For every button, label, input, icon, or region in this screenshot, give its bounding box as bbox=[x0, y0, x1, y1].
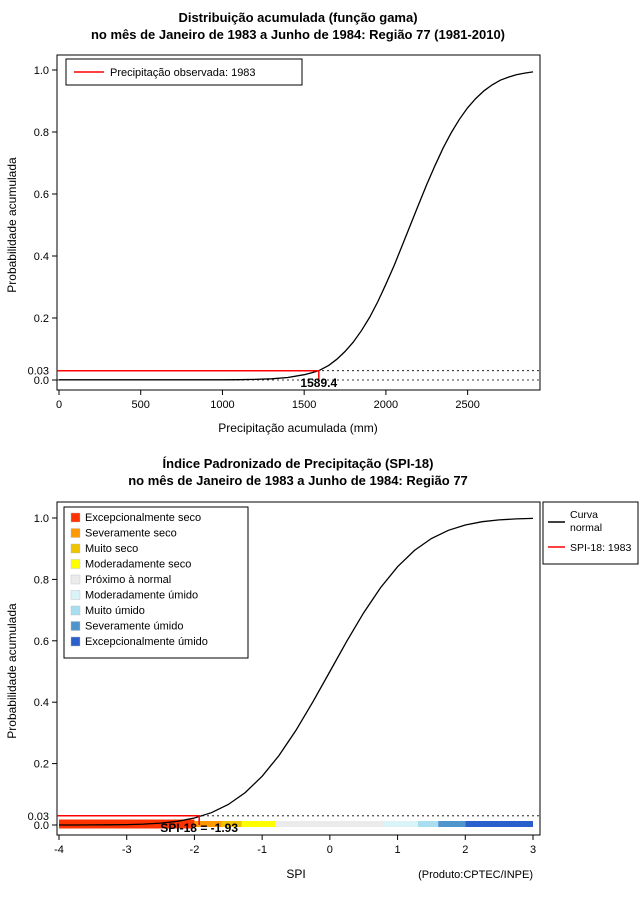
spi-category-segment bbox=[241, 821, 276, 827]
legend-category-label: Muito seco bbox=[85, 543, 138, 555]
chart1-title: Distribuição acumulada (função gama) bbox=[178, 10, 417, 25]
chart1-plot-area: 0 500 1000 1500 2000 2500 0.0 0.2 0.4 0.6 0.8 1.0 0.… bbox=[28, 54, 541, 411]
legend-swatch bbox=[70, 512, 81, 523]
legend-curve-label-line2: normal bbox=[570, 522, 602, 534]
chart-spi-cumulative-distribution: Índice Padronizado de Precipitação (SPI-… bbox=[5, 456, 639, 881]
chart1-y-axis-label: Probabilidade acumulada bbox=[5, 157, 19, 293]
legend-swatch bbox=[70, 559, 81, 569]
y-tick-label: 0.6 bbox=[34, 636, 49, 648]
x-tick-label: 1500 bbox=[292, 399, 316, 411]
y-tick-label: 0.2 bbox=[34, 759, 49, 771]
observed-value-line bbox=[57, 369, 320, 380]
plot-frame bbox=[56, 501, 541, 836]
chart2-title: Índice Padronizado de Precipitação (SPI-… bbox=[163, 456, 434, 471]
legend-box bbox=[542, 501, 639, 565]
cdf-curve bbox=[59, 71, 534, 381]
legend-swatch bbox=[70, 543, 81, 554]
legend-category-label: Próximo à normal bbox=[85, 574, 171, 586]
legend-swatch bbox=[70, 528, 81, 538]
x-tick-label: 2 bbox=[462, 844, 468, 856]
spi-category-segment bbox=[384, 821, 418, 827]
spi-category-segment bbox=[275, 821, 385, 827]
legend-category-label: Muito úmido bbox=[85, 605, 145, 617]
y-tick-label: 0.6 bbox=[34, 189, 49, 201]
observed-value-line bbox=[57, 815, 200, 825]
observed-value-label: SPI-18 = -1.93 bbox=[160, 821, 238, 835]
spi-category-segment bbox=[194, 821, 222, 827]
legend-category-label: Moderadamente seco bbox=[85, 559, 191, 571]
legend-swatch bbox=[70, 605, 81, 616]
legend-swatch bbox=[70, 636, 81, 647]
legend-box bbox=[65, 58, 303, 86]
x-tick-label: -1 bbox=[257, 844, 267, 856]
chart-gamma-cumulative-distribution: Distribuição acumulada (função gama) no … bbox=[5, 10, 541, 435]
cdf-curve bbox=[59, 517, 534, 826]
x-tick-label: 500 bbox=[132, 399, 150, 411]
chart2-x-axis-label: SPI bbox=[286, 867, 305, 881]
x-tick-label: -2 bbox=[190, 844, 200, 856]
x-tick-label: 0 bbox=[56, 399, 62, 411]
legend-category-label: Excepcionalmente seco bbox=[85, 512, 201, 524]
y-tick-label: 0.8 bbox=[34, 574, 49, 586]
x-tick-label: 2500 bbox=[455, 399, 479, 411]
legend-category-label: Severamente seco bbox=[85, 528, 177, 540]
legend-category-label: Excepcionalmente úmido bbox=[85, 636, 208, 648]
x-tick-label: 2000 bbox=[374, 399, 398, 411]
spi-category-segment bbox=[438, 821, 466, 827]
y-tick-label: 1.0 bbox=[34, 513, 49, 525]
chart2-y-axis-label: Probabilidade acumulada bbox=[5, 603, 19, 739]
x-tick-label: 1 bbox=[395, 844, 401, 856]
legend-box bbox=[63, 506, 249, 659]
chart2-plot-area: -4 -3 -2 -1 0 1 2 3 0.0 0.2 0.4 0.6 0.8 1.0 0.03 SPI-18… bbox=[28, 501, 639, 856]
y-tick-label: 0.2 bbox=[34, 313, 49, 325]
x-tick-label: -4 bbox=[54, 844, 64, 856]
legend-swatch bbox=[70, 574, 81, 585]
x-tick-label: 3 bbox=[530, 844, 536, 856]
y-tick-label: 1.0 bbox=[34, 65, 49, 77]
legend-category-label: Severamente úmido bbox=[85, 621, 183, 633]
legend-curve-label-line1: Curva bbox=[570, 509, 598, 521]
spi-category-segment bbox=[465, 821, 533, 827]
y-tick-label: 0.4 bbox=[34, 251, 49, 263]
observed-value-label: 1589.4 bbox=[300, 376, 337, 390]
legend-category-label: Moderadamente úmido bbox=[85, 590, 198, 602]
y-tick-label: 0.8 bbox=[34, 127, 49, 139]
legend-spi-label: SPI-18: 1983 bbox=[570, 542, 631, 554]
spi-category-segment bbox=[417, 821, 439, 827]
chart1-x-axis-label: Precipitação acumulada (mm) bbox=[218, 421, 377, 435]
y-tick-label-observed-prob: 0.03 bbox=[28, 366, 49, 378]
y-tick-label-observed-prob: 0.03 bbox=[28, 811, 49, 823]
legend-observed-label: Precipitação observada: 1983 bbox=[110, 67, 256, 79]
chart2-subtitle: no mês de Janeiro de 1983 a Junho de 198… bbox=[128, 473, 468, 488]
spi-category-segment bbox=[221, 821, 242, 827]
x-tick-label: 0 bbox=[327, 844, 333, 856]
x-tick-label: 1000 bbox=[210, 399, 234, 411]
y-tick-label: 0.4 bbox=[34, 697, 49, 709]
y-tick-label: 0.0 bbox=[34, 820, 49, 832]
product-credit-note: (Produto:CPTEC/INPE) bbox=[418, 869, 533, 881]
plot-frame bbox=[56, 54, 541, 391]
legend-swatch bbox=[70, 590, 81, 600]
chart1-subtitle: no mês de Janeiro de 1983 a Junho de 198… bbox=[91, 27, 505, 42]
y-tick-label: 0.0 bbox=[34, 375, 49, 387]
legend-swatch bbox=[70, 621, 81, 631]
x-tick-label: -3 bbox=[122, 844, 132, 856]
